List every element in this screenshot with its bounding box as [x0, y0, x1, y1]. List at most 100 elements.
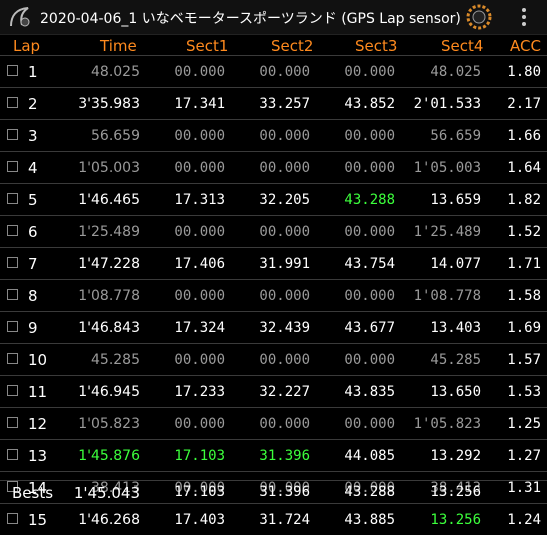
lap-sect2: 00.000	[259, 224, 310, 240]
lap-select-checkbox[interactable]	[7, 193, 18, 204]
col-sect1-header: Sect1	[186, 37, 229, 55]
lap-sect2: 00.000	[259, 480, 310, 496]
lap-row[interactable]: 8 1'08.778 00.000 00.000 00.000 1'08.778 1.58	[0, 279, 547, 311]
lap-row[interactable]: 1 48.025 00.000 00.000 00.000 48.025 1.80	[0, 55, 547, 87]
lap-row[interactable]: 2 3'35.983 17.341 33.257 43.852 2'01.533 2.17	[0, 87, 547, 119]
lap-sect3: 00.000	[344, 160, 395, 176]
lap-sect4: 13.659	[430, 192, 481, 208]
lap-time: 45.285	[91, 352, 140, 368]
col-lap-header: Lap	[13, 37, 41, 55]
col-time-header: Time	[100, 37, 137, 55]
lap-row[interactable]: 3 56.659 00.000 00.000 00.000 56.659 1.66	[0, 119, 547, 151]
lap-acc: 1.52	[507, 224, 541, 240]
lap-acc: 1.24	[507, 512, 541, 528]
lap-sect1: 17.313	[174, 192, 225, 208]
lap-select-checkbox[interactable]	[7, 257, 18, 268]
lap-row[interactable]: 12 1'05.823 00.000 00.000 00.000 1'05.823 1.25	[0, 407, 547, 439]
lap-select-checkbox[interactable]	[7, 513, 18, 524]
lap-number: 14	[28, 479, 48, 497]
lap-number: 8	[28, 287, 38, 305]
lap-acc: 1.66	[507, 128, 541, 144]
lap-row[interactable]: 11 1'46.945 17.233 32.227 43.835 13.650 1.53	[0, 375, 547, 407]
lap-sect1: 17.341	[174, 96, 225, 112]
lap-time: 1'25.489	[78, 224, 140, 240]
lap-time: 1'46.465	[78, 192, 140, 208]
lap-select-checkbox[interactable]	[7, 289, 18, 300]
lap-row[interactable]: 6 1'25.489 00.000 00.000 00.000 1'25.489 1.52	[0, 215, 547, 247]
lap-sect2: 00.000	[259, 64, 310, 80]
lap-select-checkbox[interactable]	[7, 449, 18, 460]
lap-sect2: 00.000	[259, 128, 310, 144]
session-title: 2020-04-06_1 いなベモータースポーツランド (GPS Lap sen…	[40, 11, 461, 27]
bests-sect2: 31.396	[259, 484, 310, 500]
lap-sect1: 00.000	[174, 416, 225, 432]
lap-sect3: 00.000	[344, 224, 395, 240]
lap-sect4: 1'08.778	[413, 288, 481, 304]
lap-time: 56.659	[91, 128, 140, 144]
bests-sect3: 43.288	[344, 484, 395, 500]
lap-row[interactable]: 9 1'46.843 17.324 32.439 43.677 13.403 1.69	[0, 311, 547, 343]
lap-select-checkbox[interactable]	[7, 225, 18, 236]
lap-acc: 1.64	[507, 160, 541, 176]
lap-row[interactable]: 7 1'47.228 17.406 31.991 43.754 14.077 1.71	[0, 247, 547, 279]
lap-row[interactable]: 10 45.285 00.000 00.000 00.000 45.285 1.57	[0, 343, 547, 375]
lap-number: 12	[28, 415, 48, 433]
lap-sect3: 00.000	[344, 64, 395, 80]
lap-sect3: 44.085	[344, 448, 395, 464]
lap-sect1: 17.403	[174, 512, 225, 528]
lap-select-checkbox[interactable]	[7, 161, 18, 172]
lap-select-checkbox[interactable]	[7, 481, 18, 492]
lap-time: 1'08.778	[78, 288, 140, 304]
lap-sect1: 17.324	[174, 320, 225, 336]
lap-sect4: 13.292	[430, 448, 481, 464]
lap-select-checkbox[interactable]	[7, 97, 18, 108]
lap-sect1: 00.000	[174, 160, 225, 176]
lap-sect2: 31.724	[259, 512, 310, 528]
overflow-menu-icon[interactable]	[514, 7, 534, 27]
lap-sect2: 31.396	[259, 448, 310, 464]
lap-select-checkbox[interactable]	[7, 65, 18, 76]
title-bar: 2020-04-06_1 いなベモータースポーツランド (GPS Lap sen…	[0, 0, 547, 35]
lap-row[interactable]: 4 1'05.003 00.000 00.000 00.000 1'05.003 1.64	[0, 151, 547, 183]
lap-select-checkbox[interactable]	[7, 385, 18, 396]
bests-time: 1'45.043	[73, 484, 140, 502]
lap-number: 11	[28, 383, 48, 401]
lap-number: 5	[28, 191, 38, 209]
lap-sect4: 1'05.003	[413, 160, 481, 176]
lap-number: 10	[28, 351, 48, 369]
lap-acc: 1.80	[507, 64, 541, 80]
lap-row[interactable]: 5 1'46.465 17.313 32.205 43.288 13.659 1.82	[0, 183, 547, 215]
lap-sect4: 13.256	[430, 512, 481, 528]
lap-sect4: 14.077	[430, 256, 481, 272]
lap-acc: 1.53	[507, 384, 541, 400]
lap-select-checkbox[interactable]	[7, 129, 18, 140]
lap-sect1: 17.233	[174, 384, 225, 400]
lap-time: 3'35.983	[78, 96, 140, 112]
lap-number: 3	[28, 127, 38, 145]
lap-sect4: 13.403	[430, 320, 481, 336]
lap-time: 1'47.228	[78, 256, 140, 272]
lap-sect4: 56.659	[430, 128, 481, 144]
lap-sect1: 00.000	[174, 224, 225, 240]
lap-sect3: 00.000	[344, 352, 395, 368]
column-header-row: Lap Time Sect1 Sect2 Sect3 Sect4 ACC	[0, 34, 547, 56]
lap-sect4: 48.025	[430, 64, 481, 80]
lap-sect3: 43.754	[344, 256, 395, 272]
lap-row[interactable]: 14 38.413 00.000 00.000 00.000 38.413 1.31	[0, 471, 547, 503]
lap-sect3: 00.000	[344, 480, 395, 496]
gps-sensor-icon[interactable]	[466, 4, 492, 30]
lap-acc: 1.57	[507, 352, 541, 368]
lap-select-checkbox[interactable]	[7, 417, 18, 428]
lap-sect3: 43.852	[344, 96, 395, 112]
lap-sect3: 43.835	[344, 384, 395, 400]
lap-row[interactable]: 13 1'45.876 17.103 31.396 44.085 13.292 1.27	[0, 439, 547, 471]
bests-row: Bests 1'45.043 17.103 31.396 43.288 13.2…	[0, 480, 547, 502]
lap-sect4: 1'05.823	[413, 416, 481, 432]
lap-row[interactable]: 15 1'46.268 17.403 31.724 43.885 13.256 1.24	[0, 503, 547, 535]
lap-select-checkbox[interactable]	[7, 353, 18, 364]
lap-select-checkbox[interactable]	[7, 321, 18, 332]
app-logo-icon[interactable]	[8, 6, 32, 28]
lap-time: 1'05.003	[78, 160, 140, 176]
lap-sect2: 00.000	[259, 160, 310, 176]
bests-label: Bests	[12, 484, 54, 502]
